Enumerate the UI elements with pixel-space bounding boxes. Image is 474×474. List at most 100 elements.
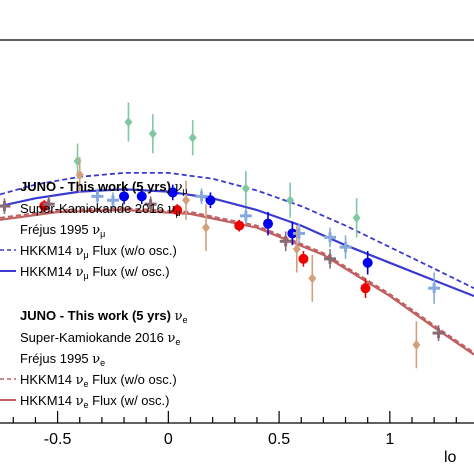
point-marker (287, 228, 298, 239)
legend-mu-juno-nu: ν (175, 180, 183, 195)
data-point (42, 196, 55, 212)
data-point (91, 188, 104, 205)
data-point (144, 196, 157, 212)
legend-mu-frejus-label: Fréjus 1995 (20, 222, 92, 237)
legend-e-noosc-sub: e (84, 379, 89, 389)
data-point (234, 219, 245, 232)
x-tick-label: 1 (385, 431, 394, 448)
legend-mu-osc-sub: μ (84, 271, 89, 281)
legend-e-noosc-b: Flux (w/o osc.) (89, 372, 177, 387)
x-tick-label: 0 (164, 431, 173, 448)
data-point (136, 188, 147, 205)
data-point (75, 157, 84, 193)
data-point (362, 251, 373, 275)
diamond-marker (286, 195, 295, 206)
legend-mu-noosc: HKKM14 νμ Flux (w/o osc.) (20, 243, 177, 260)
legend-mu-osc-b: Flux (w/ osc.) (89, 264, 170, 279)
data-point (292, 225, 301, 273)
flux-curve (0, 188, 474, 298)
point-marker (167, 187, 178, 198)
legend-e-osc-sub: e (84, 400, 89, 410)
data-point (286, 182, 295, 218)
diamond-marker (124, 117, 133, 128)
data-point (324, 227, 337, 248)
legend: JUNO - This work (5 yrs) νμ Super-Kamiok… (0, 179, 188, 410)
diamond-marker (75, 169, 84, 180)
data-point (279, 231, 292, 252)
point-marker (362, 257, 373, 268)
point-marker (234, 220, 245, 231)
legend-e-noosc: HKKM14 νe Flux (w/o osc.) (20, 372, 177, 389)
legend-mu-noosc-a: HKKM14 (20, 243, 76, 258)
diamond-marker (412, 339, 421, 350)
legend-e-juno-sub: e (183, 315, 188, 325)
flux-curves (0, 172, 474, 356)
data-point (432, 325, 445, 341)
legend-e-frejus: Fréjus 1995 νe (20, 351, 105, 368)
legend-mu-juno-label: JUNO - This work (5 yrs) (20, 179, 175, 194)
legend-e-juno: JUNO - This work (5 yrs) νe (20, 308, 188, 325)
diamond-marker (188, 132, 197, 143)
data-point (412, 321, 421, 369)
data-markers (0, 102, 445, 369)
data-point (308, 254, 317, 302)
point-marker (136, 191, 147, 202)
data-point (324, 249, 337, 269)
data-point (201, 204, 210, 252)
legend-mu-frejus-sub: μ (100, 229, 105, 239)
data-point (428, 272, 441, 304)
point-marker (119, 191, 130, 202)
legend-e-noosc-nu: ν (76, 373, 84, 388)
legend-mu-sk-nu: ν (167, 202, 175, 217)
point-marker (263, 218, 274, 229)
data-point (360, 278, 371, 298)
flux-curve (0, 208, 474, 356)
legend-e: JUNO - This work (5 yrs) νe Super-Kamiok… (0, 308, 188, 410)
legend-e-sk: Super-Kamiokande 2016 νe (20, 330, 180, 347)
legend-e-osc: HKKM14 νe Flux (w/ osc.) (20, 393, 169, 410)
legend-mu-frejus: Fréjus 1995 νμ (20, 222, 105, 239)
legend-e-osc-b: Flux (w/ osc.) (89, 393, 170, 408)
data-point (172, 204, 183, 216)
data-point (119, 188, 130, 205)
legend-e-sk-label: Super-Kamiokande 2016 (20, 330, 167, 345)
legend-e-sk-nu: ν (167, 331, 175, 346)
legend-e-frejus-sub: e (100, 358, 105, 368)
data-point (124, 102, 133, 142)
point-marker (205, 195, 216, 206)
legend-mu-noosc-nu: ν (76, 244, 84, 259)
legend-e-noosc-a: HKKM14 (20, 372, 76, 387)
legend-mu-juno-sub: μ (183, 186, 188, 196)
x-tick-label: 0.5 (268, 431, 290, 448)
point-marker (172, 205, 183, 216)
data-point (106, 192, 119, 209)
data-point (167, 184, 178, 201)
data-point (205, 192, 216, 209)
data-point (298, 251, 309, 267)
data-point (293, 223, 306, 244)
x-axis-label-fragment: lo (444, 449, 457, 466)
legend-e-frejus-nu: ν (92, 352, 100, 367)
diamond-marker (148, 128, 157, 139)
point-marker (360, 283, 371, 294)
legend-mu-noosc-sub: μ (84, 250, 89, 260)
point-marker (298, 253, 309, 264)
diamond-marker (292, 244, 301, 255)
legend-mu-sk-sub: μ (175, 208, 180, 218)
data-point (195, 188, 208, 205)
flux-curve (0, 172, 474, 290)
legend-mu-osc-a: HKKM14 (20, 264, 76, 279)
legend-e-sk-sub: e (175, 337, 180, 347)
legend-e-juno-label: JUNO - This work (5 yrs) (20, 308, 175, 323)
data-point (0, 198, 11, 214)
legend-e-frejus-label: Fréjus 1995 (20, 351, 92, 366)
diamond-marker (201, 222, 210, 233)
legend-e-osc-nu: ν (76, 394, 84, 409)
legend-mu-sk-label: Super-Kamiokande 2016 (20, 201, 167, 216)
diamond-marker (182, 195, 191, 206)
legend-mu-osc: HKKM14 νμ Flux (w/ osc.) (20, 264, 170, 281)
data-point (352, 198, 361, 238)
data-point (239, 208, 252, 224)
legend-mu-osc-nu: ν (76, 265, 84, 280)
